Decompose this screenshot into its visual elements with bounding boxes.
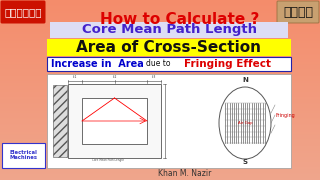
Text: Electrical
Machines: Electrical Machines: [9, 150, 37, 160]
FancyBboxPatch shape: [1, 1, 45, 24]
Bar: [47, 57, 291, 71]
FancyBboxPatch shape: [2, 143, 44, 168]
Text: lc3: lc3: [152, 75, 156, 80]
Text: due to: due to: [146, 60, 170, 69]
Text: اردو: اردو: [283, 6, 313, 19]
Text: Khan M. Nazir: Khan M. Nazir: [158, 170, 212, 179]
Bar: [53, 85, 67, 157]
Text: S: S: [243, 159, 247, 165]
Bar: [50, 22, 288, 38]
FancyBboxPatch shape: [277, 1, 319, 23]
Text: Core Mean Path Length: Core Mean Path Length: [92, 158, 124, 162]
Text: Core Mean Path Length: Core Mean Path Length: [82, 24, 257, 37]
Text: Air Gap: Air Gap: [238, 121, 252, 125]
Text: How to Calculate ?: How to Calculate ?: [100, 12, 260, 28]
Text: lc1: lc1: [73, 75, 77, 80]
Text: हिन्दी: हिन्दी: [4, 7, 42, 17]
Ellipse shape: [219, 87, 271, 159]
Bar: [47, 74, 291, 168]
Text: Fringing Effect: Fringing Effect: [185, 59, 271, 69]
Bar: [82, 98, 147, 144]
Text: Area of Cross-Section: Area of Cross-Section: [76, 40, 261, 55]
Text: lc2: lc2: [112, 75, 117, 80]
Bar: [68, 84, 161, 158]
Text: Increase in  Area: Increase in Area: [51, 59, 143, 69]
Bar: [47, 39, 291, 56]
Text: Fringing: Fringing: [276, 112, 296, 118]
Text: N: N: [242, 77, 248, 83]
